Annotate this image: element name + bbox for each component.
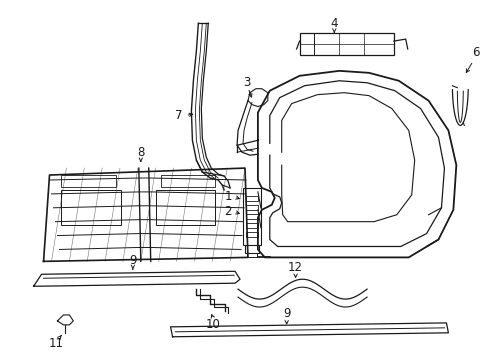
Bar xyxy=(243,188,260,246)
Text: 10: 10 xyxy=(205,318,220,331)
Text: 7: 7 xyxy=(174,109,182,122)
Bar xyxy=(245,205,257,210)
Bar xyxy=(155,190,215,225)
Text: 6: 6 xyxy=(471,46,479,59)
Bar xyxy=(61,190,121,225)
Text: 8: 8 xyxy=(137,146,144,159)
Text: 2: 2 xyxy=(224,205,231,218)
Bar xyxy=(245,231,257,237)
Bar xyxy=(161,175,215,187)
Text: 11: 11 xyxy=(49,337,64,350)
Text: 12: 12 xyxy=(287,261,303,274)
Text: 1: 1 xyxy=(224,190,231,203)
Bar xyxy=(61,175,116,187)
Text: 3: 3 xyxy=(243,76,250,89)
Bar xyxy=(245,196,257,201)
Bar xyxy=(299,33,393,55)
Text: 4: 4 xyxy=(330,17,337,30)
Bar xyxy=(245,214,257,219)
Text: 9: 9 xyxy=(129,254,136,267)
Bar xyxy=(245,223,257,228)
Text: 9: 9 xyxy=(283,307,290,320)
